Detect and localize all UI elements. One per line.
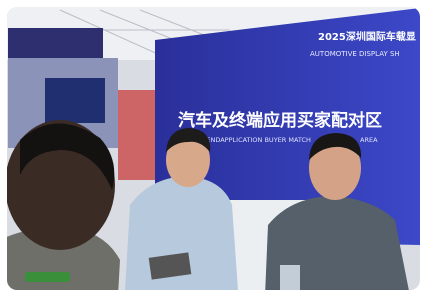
foreground-person	[0, 120, 120, 296]
header-line1: 2025深圳国际车载显	[318, 30, 416, 43]
photo: 2025深圳国际车载显 AUTOMOTIVE DISPLAY SH 汽车及终端应…	[0, 0, 427, 296]
page: 2025深圳国际车载显 AUTOMOTIVE DISPLAY SH 汽车及终端应…	[0, 0, 427, 296]
header-line2: AUTOMOTIVE DISPLAY SH	[310, 50, 400, 58]
scene: 2025深圳国际车载显 AUTOMOTIVE DISPLAY SH 汽车及终端应…	[0, 0, 427, 296]
banner-subtitle-end: AREA	[360, 136, 378, 144]
left-screen	[45, 78, 105, 123]
banner-title: 汽车及终端应用买家配对区	[178, 110, 382, 131]
left-sign	[8, 28, 103, 58]
